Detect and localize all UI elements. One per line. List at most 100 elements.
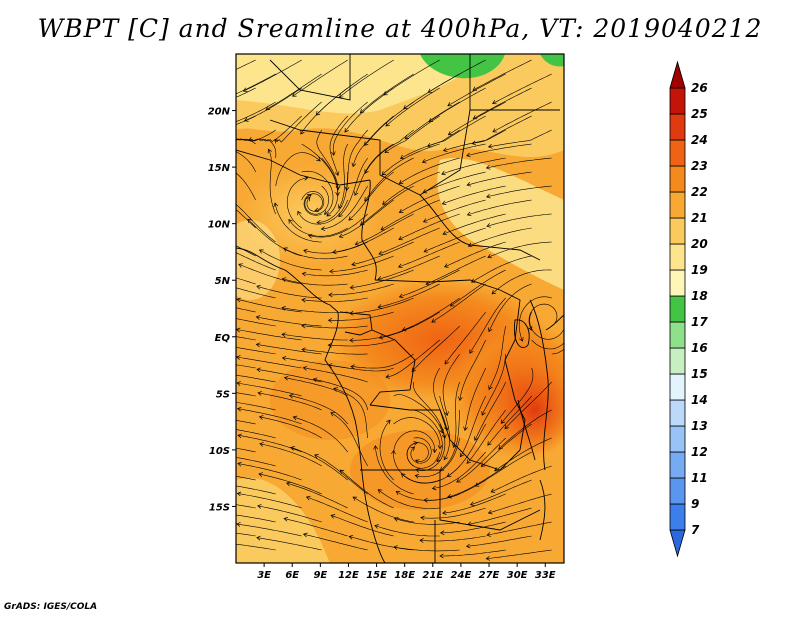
streamline [274,203,322,243]
streamline [338,143,348,209]
streamline-arrowhead [354,241,360,246]
streamline-arrowhead [466,459,471,464]
streamline-arrowhead [323,210,329,215]
streamline [442,353,460,416]
streamline-arrowhead [364,169,369,174]
streamline [486,157,552,169]
streamline-arrowhead [237,433,242,439]
border-chad-sudan [419,194,541,261]
colorbar-label: 12 [691,445,708,459]
streamline [442,213,506,235]
streamline [472,115,532,144]
streamline [398,241,460,268]
streamline-arrowhead [437,445,443,450]
streamline [440,521,506,534]
streamline [441,157,506,175]
streamline-arrowhead [316,156,321,162]
streamline [420,507,486,519]
streamline [281,333,348,341]
streamline [491,269,552,295]
streamline-arrowhead [447,102,452,107]
streamline-arrowhead [283,375,289,381]
streamline-arrowhead [457,396,463,401]
streamline [402,297,460,331]
colorbar-label: 14 [691,393,708,407]
streamline-arrowhead [265,105,271,110]
streamline [274,101,322,143]
streamline [518,296,552,342]
streamline [300,87,348,135]
streamline-arrowhead [487,253,492,259]
streamline-arrowhead [350,364,355,370]
streamline [236,203,276,243]
streamline [422,171,486,193]
streamline [450,269,506,307]
streamline-arrowhead [380,226,385,231]
streamline-arrowhead [292,92,297,97]
streamline-arrowhead [373,445,378,450]
streamline-arrowhead [432,448,438,454]
streamline [431,283,486,323]
streamline-arrowhead [230,121,234,125]
streamline [236,392,256,397]
streamline [439,395,450,460]
streamline-arrowhead [500,419,506,424]
streamline-arrowhead [354,191,359,196]
streamline [464,367,486,431]
streamline-arrowhead [247,218,252,224]
streamline [314,454,368,495]
lake-malawi [539,479,546,541]
streamline [236,277,256,285]
streamline [236,457,276,467]
streamline-arrowhead [395,491,401,496]
streamline-arrowhead [410,446,415,451]
streamline [472,59,532,91]
streamline [384,115,440,153]
streamline-arrowhead [229,483,233,487]
streamline-arrowhead [527,326,533,331]
streamline-arrowhead [487,144,493,149]
streamline [394,518,460,525]
streamline-arrowhead [292,415,298,421]
streamline [379,420,394,481]
streamline [256,316,322,327]
streamline [238,264,302,285]
streamline [487,395,532,446]
colorbar-label: 11 [691,471,708,485]
streamline-arrowhead [568,330,572,334]
streamline [237,408,302,425]
streamline [351,241,414,265]
streamline-arrowhead [359,108,365,114]
streamline-arrowhead [398,236,403,241]
streamline-arrowhead [423,248,429,253]
streamline [297,199,348,225]
streamline-arrowhead [351,261,356,267]
colorbar-label: 25 [691,107,708,121]
streamline-arrowhead [305,196,311,202]
streamline [374,525,440,537]
colorbar-segment [669,347,686,375]
streamline [428,87,486,122]
streamline [444,311,486,365]
streamline [303,241,368,254]
streamline-arrowhead [281,305,286,311]
colorbar-segment [669,243,686,271]
streamline-arrowhead [393,517,399,522]
streamline [419,535,486,542]
streamline [481,353,506,416]
streamline-arrowhead [440,530,445,536]
lon-tick-label: 3E [257,570,271,581]
streamline-arrowhead [441,170,446,176]
streamline-arrowhead [236,491,242,497]
streamline [258,473,322,495]
grads-credit: GrADS: IGES/COLA [4,602,98,612]
lake-victoria [514,319,530,349]
streamline [236,209,256,229]
wbpt-20-southwest [236,478,330,563]
streamline-arrowhead [259,249,264,254]
streamline-arrowhead [465,543,471,549]
streamline [453,381,460,448]
colorbar-segment [669,373,686,401]
streamline-arrowhead [414,473,420,479]
plot-frame [235,53,565,564]
